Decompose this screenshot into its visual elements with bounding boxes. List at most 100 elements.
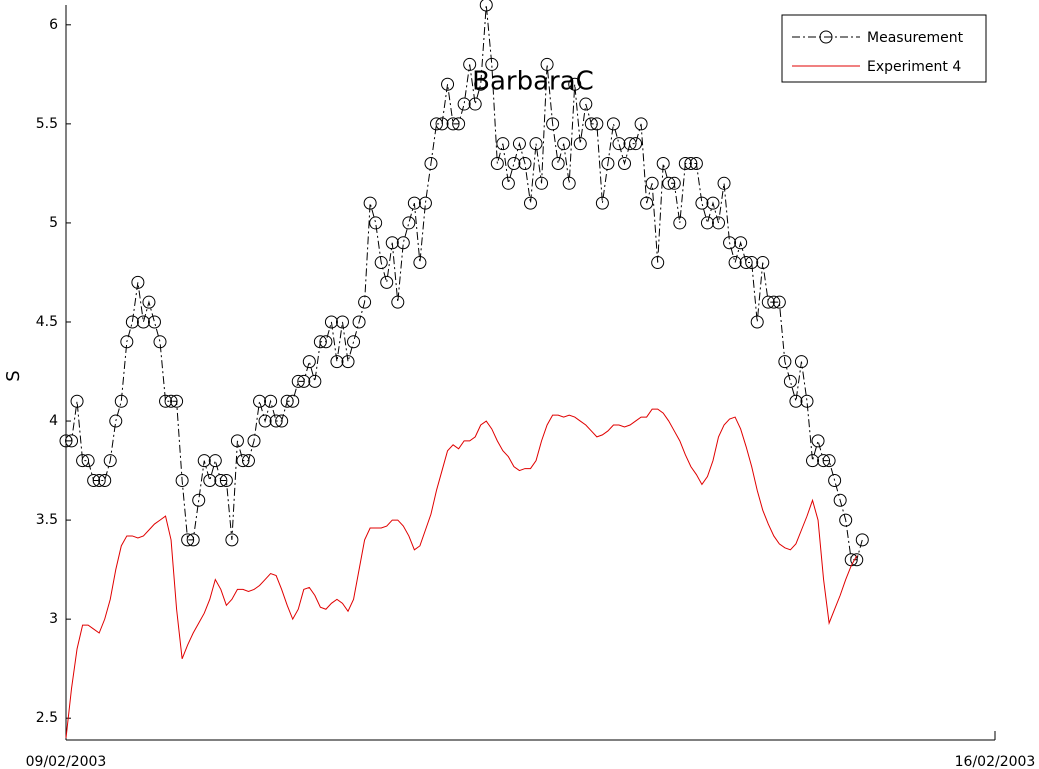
data-point: [186, 533, 200, 547]
data-point: [623, 137, 637, 151]
data-point: [518, 156, 532, 170]
data-point: [181, 533, 195, 547]
data-point: [280, 394, 294, 408]
data-point: [640, 196, 654, 210]
y-tick-label: 5: [49, 215, 58, 231]
y-tick-label: 4.5: [36, 314, 58, 330]
data-point: [634, 117, 648, 131]
x-tick-label: 16/02/2003: [955, 754, 1036, 769]
chart-title: BarbaraC: [472, 67, 594, 97]
y-tick-label: 5.5: [36, 116, 58, 132]
data-point: [407, 196, 421, 210]
data-point: [667, 176, 681, 190]
data-point: [463, 57, 477, 71]
data-point: [750, 315, 764, 329]
data-point: [811, 434, 825, 448]
data-point: [363, 196, 377, 210]
data-point: [546, 117, 560, 131]
data-point: [612, 137, 626, 151]
data-point: [551, 156, 565, 170]
data-point: [70, 394, 84, 408]
data-point: [358, 295, 372, 309]
data-point: [87, 473, 101, 487]
data-point: [147, 315, 161, 329]
data-point: [275, 414, 289, 428]
data-point: [745, 256, 759, 270]
data-point: [291, 374, 305, 388]
data-point: [330, 355, 344, 369]
data-point: [618, 156, 632, 170]
data-point: [402, 216, 416, 230]
data-point: [380, 275, 394, 289]
data-point: [446, 117, 460, 131]
data-point: [501, 176, 515, 190]
data-point: [673, 216, 687, 230]
data-point: [253, 394, 267, 408]
y-tick-label: 3: [49, 611, 58, 627]
data-point: [524, 196, 537, 210]
data-point: [65, 434, 79, 448]
data-point: [629, 137, 643, 151]
data-point: [573, 137, 587, 151]
data-point: [457, 97, 471, 111]
data-point: [241, 454, 255, 468]
data-point: [142, 295, 156, 309]
data-point: [208, 454, 222, 468]
data-point: [103, 454, 117, 468]
data-point: [347, 335, 361, 349]
data-point: [684, 156, 698, 170]
data-point: [695, 196, 709, 210]
data-point: [369, 216, 383, 230]
data-point: [656, 156, 670, 170]
data-point: [164, 394, 178, 408]
data-point: [441, 77, 455, 91]
data-point: [286, 394, 300, 408]
legend: Measurement Experiment 4: [781, 14, 987, 83]
y-tick-label: 4: [49, 413, 58, 429]
data-point: [468, 97, 482, 111]
data-point: [678, 156, 692, 170]
data-point: [335, 315, 349, 329]
data-point: [319, 335, 333, 349]
data-point: [557, 137, 571, 151]
data-point: [352, 315, 366, 329]
series-line: [65, 408, 858, 739]
data-point: [601, 156, 615, 170]
data-point: [247, 434, 261, 448]
data-point: [651, 256, 665, 270]
data-point: [783, 374, 797, 388]
data-point: [225, 533, 239, 547]
data-point: [595, 196, 609, 210]
data-point: [855, 533, 869, 547]
x-tick-label: 09/02/2003: [26, 754, 107, 769]
data-point: [302, 355, 316, 369]
data-point: [203, 473, 217, 487]
legend-box: [781, 14, 987, 83]
data-point: [712, 216, 726, 230]
data-point: [264, 394, 278, 408]
legend-label: Experiment 4: [867, 59, 961, 75]
data-point: [584, 117, 598, 131]
data-point: [529, 137, 543, 151]
data-point: [485, 57, 499, 71]
data-point: [385, 236, 399, 250]
data-point: [512, 137, 526, 151]
plot-area: 2.5 3 3.5 4 4.5 5 5.5 6 09/02/2003 16/02/2003: [26, 0, 1036, 769]
data-point: [794, 355, 808, 369]
data-point: [568, 77, 582, 91]
data-point: [297, 374, 311, 388]
y-axis-label: S: [3, 370, 24, 381]
legend-marker: [819, 30, 833, 44]
data-point: [109, 414, 123, 428]
data-point: [833, 493, 847, 507]
data-point: [734, 236, 748, 250]
data-point: [159, 394, 173, 408]
data-point: [452, 117, 466, 131]
y-tick-label: 2.5: [36, 710, 58, 726]
data-point: [828, 473, 842, 487]
data-point: [839, 513, 853, 527]
data-point: [540, 57, 554, 71]
data-point: [507, 156, 521, 170]
data-point: [717, 176, 731, 190]
data-point: [822, 454, 836, 468]
